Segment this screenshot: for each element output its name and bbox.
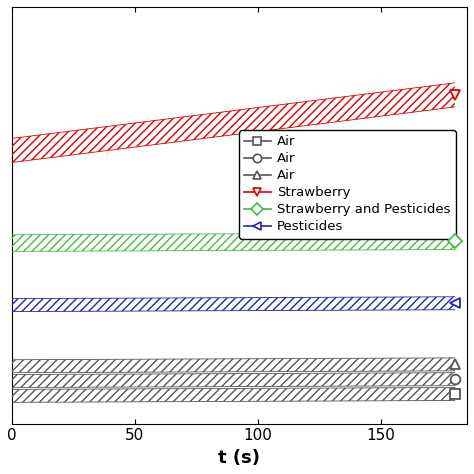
- Legend: Air, Air, Air, Strawberry, Strawberry and Pesticides, Pesticides: Air, Air, Air, Strawberry, Strawberry an…: [239, 130, 456, 238]
- X-axis label: t (s): t (s): [219, 449, 260, 467]
